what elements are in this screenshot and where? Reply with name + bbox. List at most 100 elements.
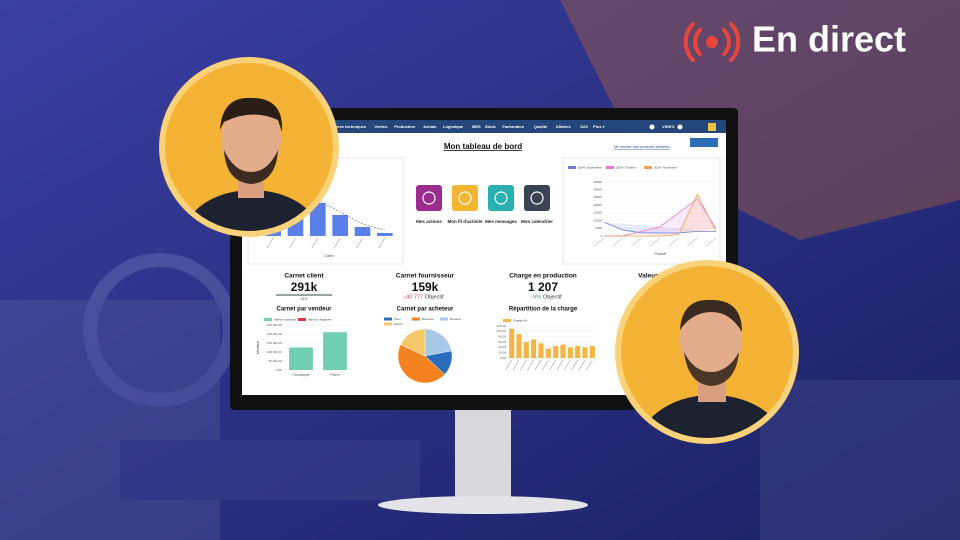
legend-swatch: [412, 317, 420, 321]
legend-label: 2024 / Novembre: [654, 165, 677, 169]
y-tick-label: 250 000,00: [267, 323, 282, 327]
bar: [553, 346, 559, 358]
legend-swatch: [384, 322, 392, 326]
portraits: [159, 57, 799, 444]
legend-swatch: [440, 317, 448, 321]
tile-icon: [422, 191, 436, 205]
nav-item[interactable]: MES: [472, 124, 481, 129]
avatar[interactable]: [708, 123, 716, 131]
legend-swatch: [644, 166, 652, 169]
pie-slice: [397, 344, 445, 384]
x-tick-stub: [687, 237, 698, 247]
tile[interactable]: [488, 185, 514, 211]
x-tick-stub: [266, 237, 274, 249]
y-tick-label: 50 000,00: [269, 359, 283, 363]
kpi-delta: ↑9%: [530, 294, 541, 300]
kpi-value: 159k: [412, 280, 439, 294]
x-tick-stub: [586, 359, 593, 371]
x-axis-label: Client: [325, 254, 334, 258]
x-tick-stub: [612, 237, 623, 247]
portrait: [621, 266, 793, 438]
series-line: [603, 221, 716, 234]
nav-item[interactable]: Ventes: [374, 124, 388, 129]
x-tick-stub: [512, 359, 520, 371]
y-tick-label: 5000: [595, 226, 602, 230]
x-tick-label: Pierre: [330, 373, 339, 377]
action-button[interactable]: [690, 138, 718, 147]
tile-label: Mon fil d'activité: [447, 219, 483, 224]
legend-swatch: [264, 318, 272, 321]
bar: [589, 346, 595, 358]
y-axis-label: Montant: [256, 341, 260, 354]
x-tick-stub: [333, 237, 341, 249]
nav-item[interactable]: Qualité: [534, 124, 548, 129]
nav-item[interactable]: Facturation: [502, 124, 524, 129]
y-tick-label: 100,00: [497, 329, 507, 333]
nav-item[interactable]: Achats: [423, 124, 437, 129]
x-tick-stub: [520, 359, 527, 371]
tile[interactable]: [416, 185, 442, 211]
x-tick-stub: [542, 359, 549, 371]
nav-item[interactable]: Production: [394, 124, 416, 129]
legend-label: Titan: [394, 317, 401, 321]
x-tick-stub: [571, 359, 578, 371]
nav-item[interactable]: Logistique: [443, 124, 464, 129]
legend-label: Renaud: [450, 317, 461, 321]
x-axis-label: Produit: [654, 252, 665, 256]
y-tick-label: 20,00: [498, 350, 506, 354]
y-tick-label: 10000: [594, 218, 603, 222]
x-tick-stub: [311, 237, 319, 249]
legend-swatch: [298, 318, 306, 321]
y-tick-label: 80,00: [498, 334, 506, 338]
dashboard-title: Mon tableau de bord: [444, 142, 522, 151]
live-badge: En direct: [683, 19, 906, 62]
bar: [516, 334, 522, 358]
x-tick-label: Christophe: [293, 373, 310, 377]
kpi-label: Carnet fournisseur: [396, 273, 455, 280]
nav-item[interactable]: Plus ▾: [593, 124, 605, 129]
nav-item[interactable]: Stock: [485, 124, 497, 129]
x-tick-stub: [556, 359, 564, 371]
legend-label: 2024 / Septembre: [578, 165, 602, 169]
tile-label: Mon calendrier: [521, 219, 553, 224]
legend-label: Aucun: [394, 322, 403, 326]
nav-item[interactable]: Données techniques: [327, 124, 367, 129]
nav-icon[interactable]: [677, 124, 683, 130]
y-tick-label: 35000: [594, 180, 603, 184]
kpi-value: 1 207: [528, 280, 558, 294]
x-tick-stub: [593, 237, 605, 247]
chart-title: Carnet par vendeur: [276, 307, 332, 313]
tile[interactable]: [452, 185, 478, 211]
y-tick-label: 100 000,00: [267, 350, 282, 354]
y-tick-label: 15000: [594, 211, 603, 215]
y-tick-label: 0,00: [276, 368, 282, 372]
x-tick-stub: [505, 359, 512, 371]
dashboard-link[interactable]: Mt remise des produits achetés: [614, 144, 670, 149]
legend-label: 2024 / Octobre: [616, 165, 636, 169]
x-tick-stub: [534, 359, 542, 371]
x-tick-stub: [289, 237, 296, 249]
chart-title: Répartition de la charge: [509, 307, 578, 313]
x-tick-stub: [631, 237, 642, 247]
tile-icon: [494, 191, 508, 205]
legend-label: Valeurs positives: [274, 317, 297, 321]
bar: [538, 343, 544, 358]
y-tick-label: 150 000,00: [267, 341, 282, 345]
x-tick-stub: [527, 359, 534, 371]
nav-right[interactable]: VIDEO: [662, 124, 674, 129]
x-tick-stub: [668, 237, 679, 247]
nav-item[interactable]: Affaires: [556, 124, 572, 129]
nav-icon[interactable]: [649, 124, 655, 130]
portrait: [165, 63, 333, 231]
legend-swatch: [384, 317, 392, 321]
bar: [354, 227, 371, 236]
legend-swatch: [568, 166, 576, 169]
legend-swatch: [606, 166, 614, 169]
nav-item[interactable]: SAV: [580, 124, 588, 129]
tile-label: Mes messages: [485, 219, 517, 224]
y-tick-label: 25000: [594, 195, 603, 199]
tile[interactable]: [524, 185, 550, 211]
y-tick-label: 40,00: [498, 345, 506, 349]
